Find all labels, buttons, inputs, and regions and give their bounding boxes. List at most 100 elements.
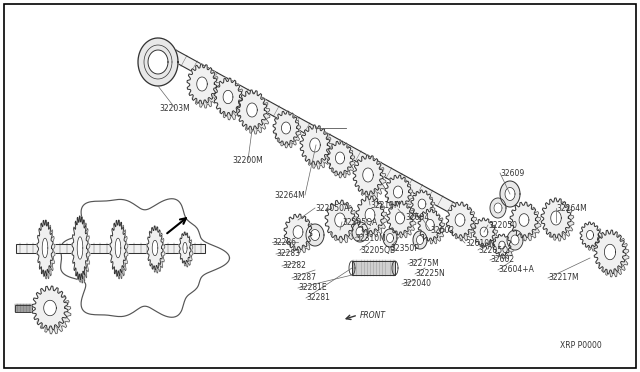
Polygon shape: [510, 202, 538, 238]
Polygon shape: [505, 187, 515, 201]
Polygon shape: [473, 218, 495, 246]
Polygon shape: [247, 103, 257, 117]
Polygon shape: [511, 235, 519, 245]
Polygon shape: [16, 244, 205, 253]
Polygon shape: [496, 237, 514, 259]
Polygon shape: [303, 129, 333, 169]
Polygon shape: [396, 212, 404, 224]
Polygon shape: [387, 201, 413, 235]
Polygon shape: [39, 223, 55, 279]
Text: 32264M: 32264M: [556, 203, 587, 212]
Polygon shape: [35, 290, 71, 334]
Polygon shape: [327, 141, 353, 175]
Polygon shape: [112, 223, 128, 279]
Text: 32602: 32602: [430, 225, 454, 234]
Polygon shape: [387, 234, 394, 243]
Text: 32604: 32604: [405, 212, 429, 221]
Polygon shape: [110, 220, 126, 276]
Polygon shape: [385, 175, 411, 209]
Text: 32281: 32281: [306, 294, 330, 302]
Polygon shape: [275, 114, 301, 148]
Text: 32264M: 32264M: [275, 190, 305, 199]
Polygon shape: [329, 144, 355, 178]
Polygon shape: [513, 205, 541, 241]
Polygon shape: [455, 214, 465, 226]
Polygon shape: [413, 193, 435, 221]
Polygon shape: [356, 196, 384, 234]
Polygon shape: [282, 122, 291, 134]
Polygon shape: [383, 229, 397, 247]
Polygon shape: [149, 229, 165, 273]
Polygon shape: [328, 203, 358, 243]
Polygon shape: [138, 38, 178, 86]
Polygon shape: [165, 47, 459, 215]
Text: 32275M: 32275M: [408, 260, 439, 269]
Polygon shape: [356, 227, 364, 237]
Polygon shape: [356, 159, 386, 199]
Text: 32609: 32609: [500, 169, 524, 177]
Polygon shape: [490, 198, 506, 218]
Polygon shape: [449, 205, 477, 241]
Text: 32282: 32282: [282, 262, 306, 270]
Polygon shape: [586, 230, 593, 240]
Text: 32610N: 32610N: [465, 238, 495, 247]
Text: 32213M: 32213M: [370, 201, 401, 209]
Polygon shape: [306, 224, 324, 246]
Polygon shape: [214, 78, 242, 116]
Polygon shape: [300, 125, 330, 165]
Polygon shape: [604, 244, 616, 260]
Polygon shape: [594, 230, 626, 274]
Polygon shape: [115, 238, 121, 258]
Polygon shape: [390, 204, 416, 238]
Polygon shape: [583, 225, 603, 251]
Polygon shape: [507, 230, 523, 250]
Text: 322050A: 322050A: [315, 203, 349, 212]
Polygon shape: [181, 235, 193, 267]
Polygon shape: [551, 211, 561, 225]
Polygon shape: [77, 237, 83, 259]
Polygon shape: [32, 286, 68, 330]
Polygon shape: [597, 233, 629, 277]
Polygon shape: [494, 203, 502, 213]
Text: 32286: 32286: [272, 237, 296, 247]
Polygon shape: [240, 94, 270, 134]
Polygon shape: [335, 152, 344, 164]
Polygon shape: [493, 234, 511, 256]
Polygon shape: [287, 217, 315, 253]
Polygon shape: [335, 213, 345, 227]
Polygon shape: [352, 222, 368, 242]
Polygon shape: [353, 155, 383, 195]
Text: 32310M: 32310M: [355, 234, 386, 243]
Text: 32602: 32602: [490, 256, 514, 264]
Polygon shape: [359, 199, 387, 237]
Polygon shape: [196, 77, 207, 91]
Polygon shape: [237, 90, 267, 130]
Polygon shape: [387, 178, 413, 212]
Text: FRONT: FRONT: [360, 311, 386, 320]
Polygon shape: [418, 209, 442, 241]
Text: 32217M: 32217M: [548, 273, 579, 282]
Polygon shape: [411, 190, 433, 218]
Polygon shape: [365, 208, 375, 222]
Polygon shape: [217, 82, 245, 120]
Polygon shape: [42, 238, 48, 258]
Polygon shape: [580, 222, 600, 248]
Polygon shape: [325, 200, 355, 240]
Polygon shape: [152, 240, 158, 256]
Polygon shape: [223, 90, 233, 104]
Polygon shape: [352, 261, 395, 275]
Text: XRP P0000: XRP P0000: [560, 340, 602, 350]
Text: 322040: 322040: [402, 279, 431, 289]
Polygon shape: [418, 199, 426, 209]
Polygon shape: [476, 221, 498, 249]
Polygon shape: [15, 305, 32, 311]
Text: 32350P: 32350P: [390, 244, 419, 253]
Text: 32200M: 32200M: [232, 155, 264, 164]
Text: 32287: 32287: [292, 273, 316, 282]
Polygon shape: [44, 300, 56, 316]
Polygon shape: [363, 168, 373, 182]
Polygon shape: [310, 230, 319, 241]
Polygon shape: [284, 214, 312, 250]
Polygon shape: [499, 241, 505, 249]
Polygon shape: [148, 50, 168, 74]
